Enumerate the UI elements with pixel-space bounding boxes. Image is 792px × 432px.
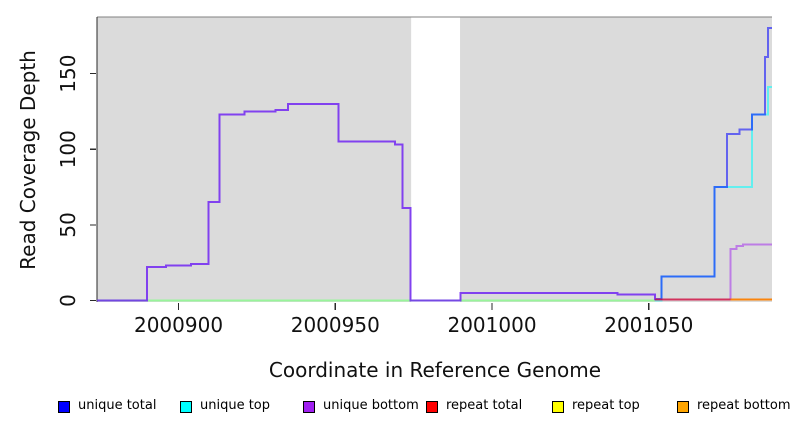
- coverage-gap-band: [411, 17, 461, 302]
- legend-swatch-icon: [677, 401, 689, 413]
- legend-label: repeat total: [446, 398, 523, 413]
- legend-swatch-icon: [552, 401, 564, 413]
- legend-swatch-icon: [426, 401, 438, 413]
- legend-label: unique total: [78, 398, 157, 413]
- y-tick-label: 0: [56, 294, 80, 307]
- x-tick-label: 2000900: [134, 313, 223, 337]
- x-axis-title: Coordinate in Reference Genome: [268, 358, 602, 382]
- legend-label: repeat top: [572, 398, 640, 413]
- legend-label: unique bottom: [323, 398, 419, 413]
- y-tick-label: 150: [56, 55, 80, 93]
- y-tick-label: 50: [56, 212, 80, 237]
- legend-label: repeat bottom: [697, 398, 791, 413]
- x-tick-label: 2001000: [447, 313, 536, 337]
- legend-swatch-icon: [180, 401, 192, 413]
- legend-label: unique top: [200, 398, 271, 413]
- y-tick-label: 100: [56, 130, 80, 168]
- legend: unique total unique top unique bottom repea…: [0, 398, 792, 424]
- y-axis-title: Read Coverage Depth: [16, 50, 40, 270]
- legend-swatch-icon: [303, 401, 315, 413]
- x-tick-label: 2000950: [291, 313, 380, 337]
- legend-swatch-icon: [58, 401, 70, 413]
- x-tick-label: 2001050: [604, 313, 693, 337]
